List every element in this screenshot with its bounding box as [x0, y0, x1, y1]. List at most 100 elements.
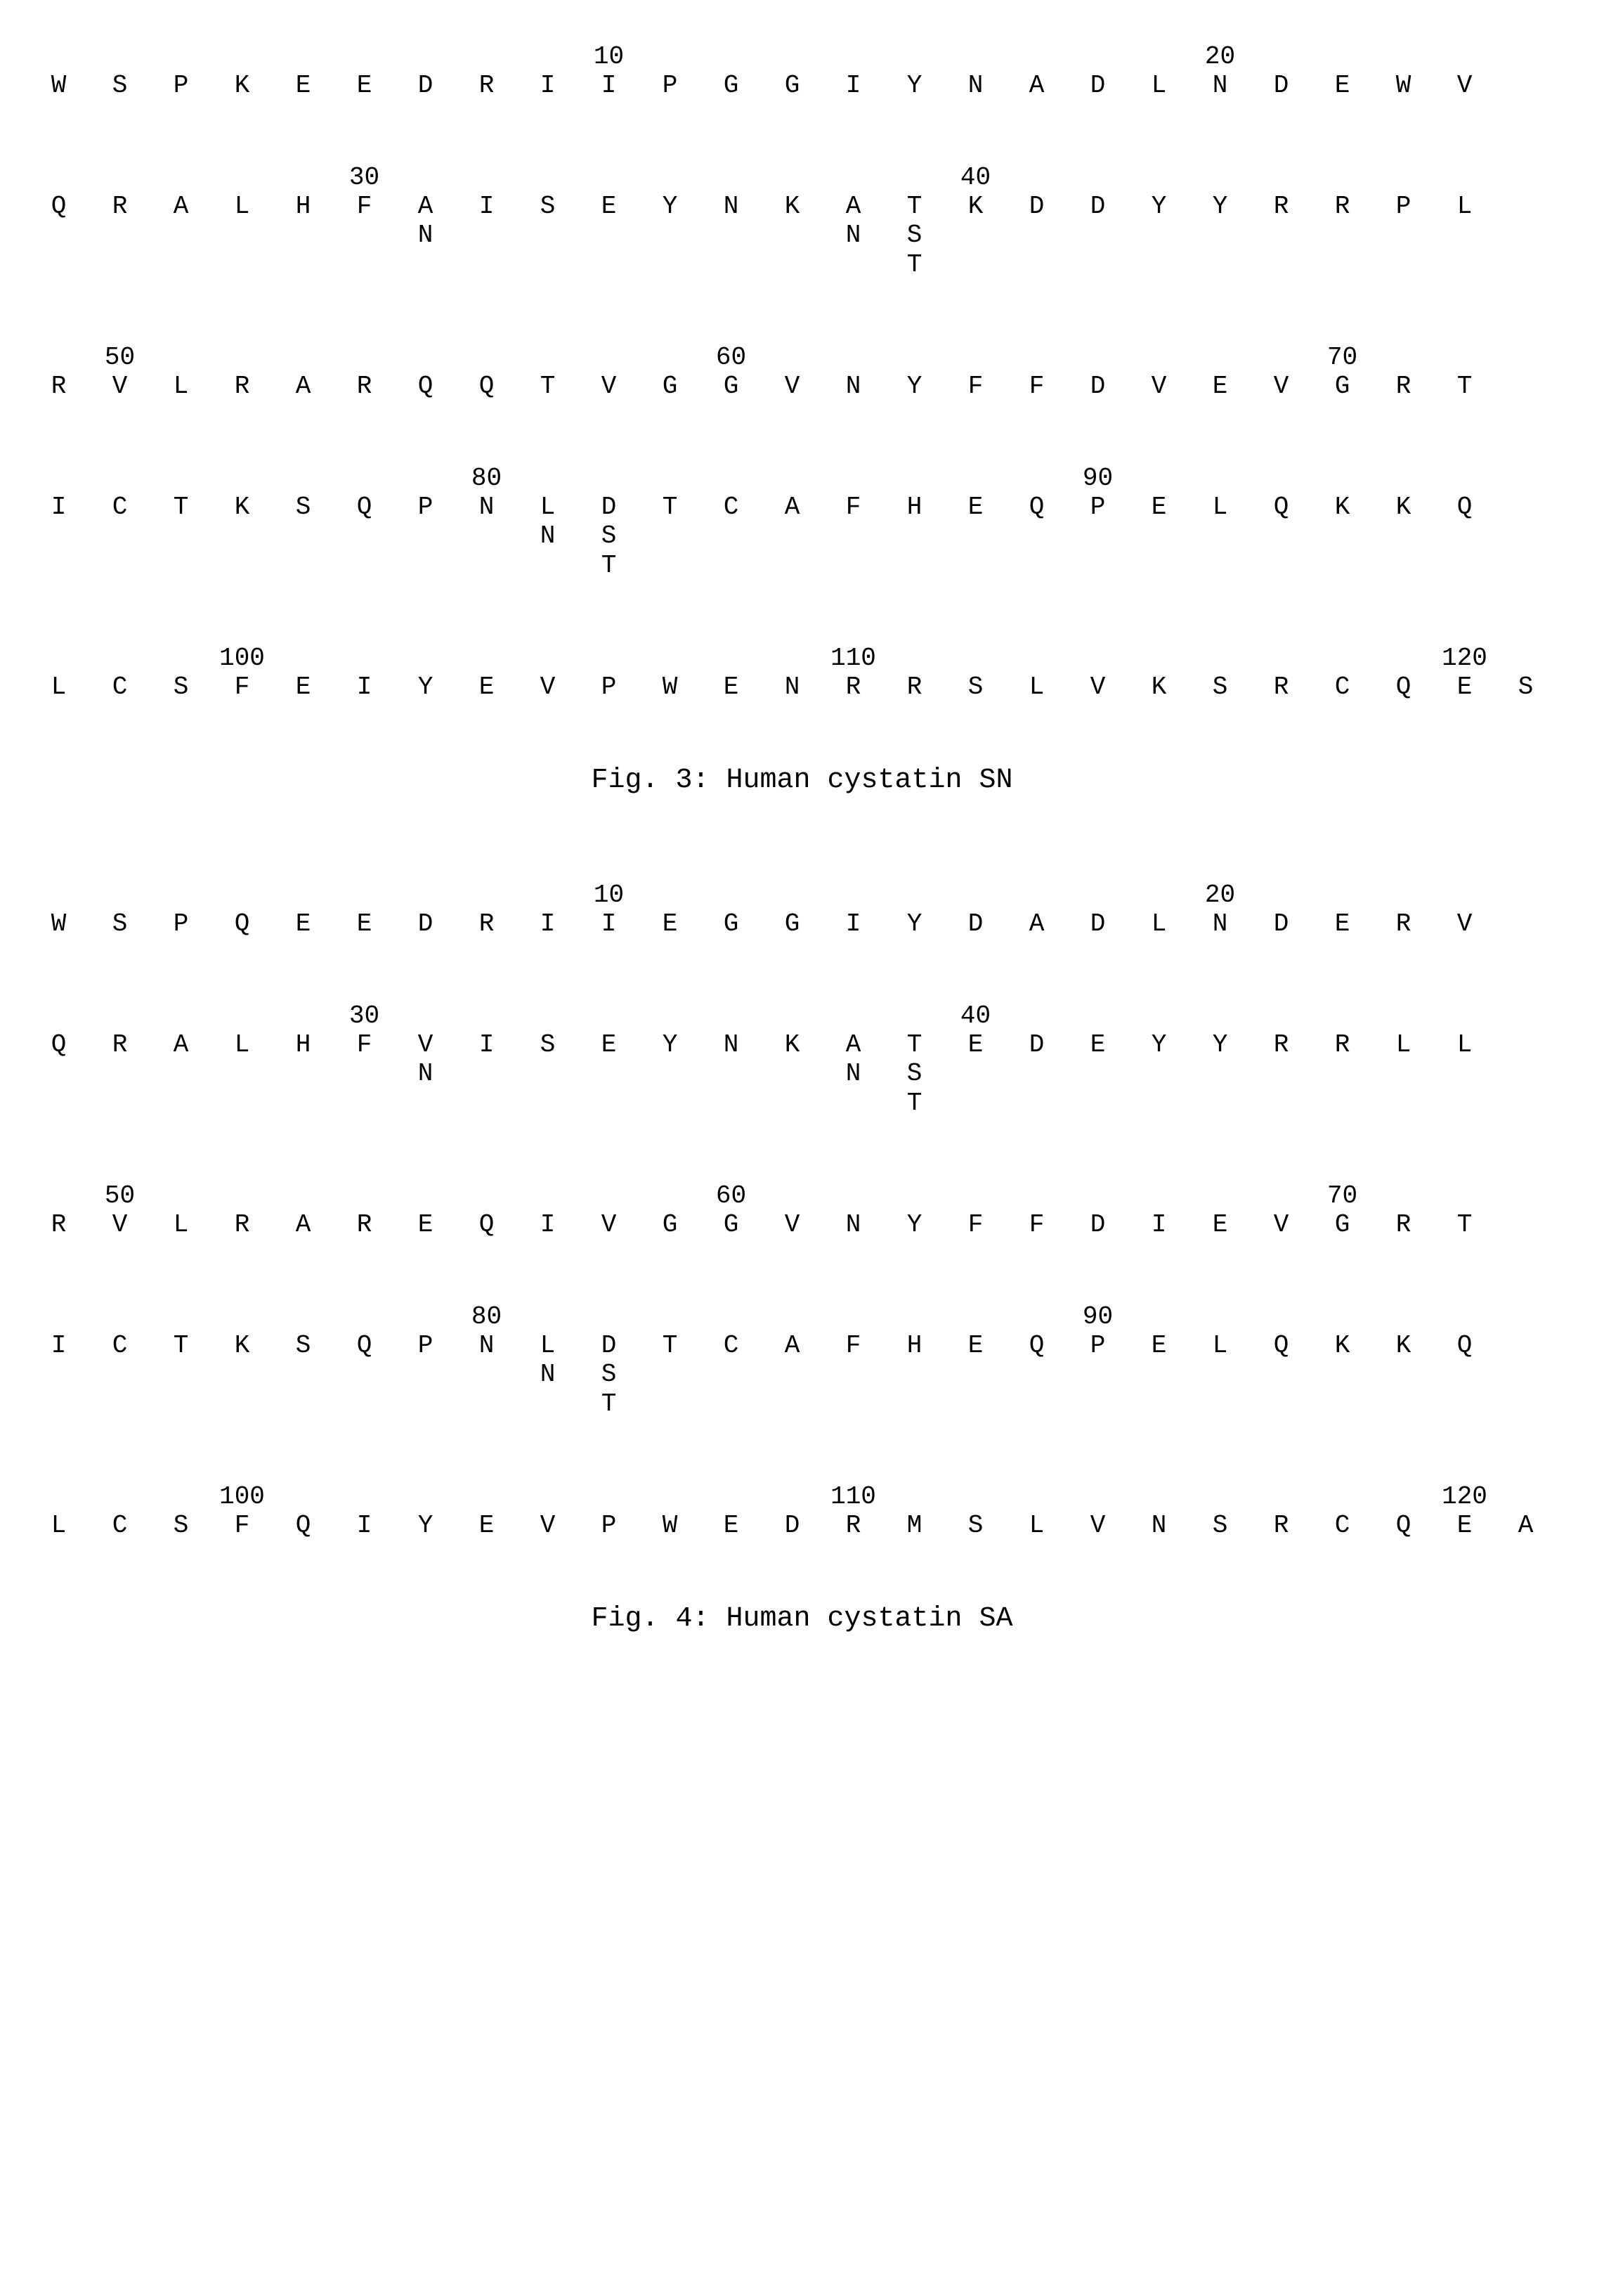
amino-acid: A [273, 372, 334, 401]
position-number-empty [578, 343, 639, 372]
position-number-empty [1312, 1302, 1373, 1331]
amino-acid: I [456, 1030, 517, 1059]
position-number-empty [823, 343, 884, 372]
variant-empty [1495, 521, 1556, 551]
variant-empty [1495, 551, 1556, 581]
position-number-empty [1373, 163, 1434, 192]
variant-empty [639, 1089, 700, 1118]
sequence-row-group: 3040QRALHFAISEYNKATKDDYYRRPLNNST [28, 163, 1576, 280]
amino-acid: Q [1006, 493, 1067, 521]
amino-acid: Q [334, 493, 395, 521]
position-number-empty [1495, 644, 1556, 673]
amino-acid: E [700, 1511, 762, 1540]
variant-empty [456, 1360, 517, 1389]
position-number-empty [1067, 163, 1128, 192]
variant-empty [456, 221, 517, 250]
amino-acid: S [1189, 1511, 1251, 1540]
position-number-empty [1312, 881, 1373, 909]
amino-acid: W [639, 1511, 700, 1540]
amino-acid: L [517, 1331, 578, 1360]
position-number-empty [517, 42, 578, 71]
amino-acid: D [1067, 71, 1128, 100]
sequence-row: LCSFQIYEVPWEDRMSLVNSRCQEA [28, 1511, 1576, 1540]
amino-acid: Q [1251, 1331, 1312, 1360]
amino-acid: C [1312, 673, 1373, 701]
variant-empty [89, 221, 150, 250]
amino-acid: I [28, 1331, 89, 1360]
amino-acid: C [89, 673, 150, 701]
amino-acid: V [89, 1210, 150, 1239]
variant-empty [1128, 221, 1189, 250]
variant-empty [1251, 1089, 1312, 1118]
amino-acid: A [1495, 1511, 1556, 1540]
position-number-empty [334, 1482, 395, 1511]
position-number-empty [1128, 1181, 1189, 1210]
variant-empty [273, 1360, 334, 1389]
variant-empty [639, 1389, 700, 1419]
position-number-empty [150, 163, 211, 192]
amino-acid-empty [1495, 192, 1556, 221]
position-number-empty [1128, 1001, 1189, 1030]
position-number-empty [1128, 881, 1189, 909]
position-number-empty [273, 1302, 334, 1331]
position-number-empty [395, 1181, 456, 1210]
variant-residue: N [517, 1360, 578, 1389]
position-number-empty [395, 1001, 456, 1030]
variant-empty [1128, 521, 1189, 551]
position-number-empty [28, 464, 89, 493]
variant-empty [211, 1059, 273, 1089]
variant-empty [1067, 250, 1128, 280]
amino-acid: Q [1434, 1331, 1495, 1360]
position-number-empty [517, 881, 578, 909]
position-number-empty [211, 1181, 273, 1210]
variant-empty [273, 521, 334, 551]
variant-empty [700, 1059, 762, 1089]
variant-empty [1373, 521, 1434, 551]
position-number-empty [1373, 1001, 1434, 1030]
position-number: 50 [89, 343, 150, 372]
variant-row: NS [28, 521, 1576, 551]
amino-acid: Y [395, 1511, 456, 1540]
position-number-empty [273, 1001, 334, 1030]
position-number-empty [1312, 42, 1373, 71]
amino-acid-empty [1495, 71, 1556, 100]
variant-empty [1067, 221, 1128, 250]
amino-acid: K [762, 1030, 823, 1059]
position-number-empty [28, 644, 89, 673]
variant-empty [1495, 1059, 1556, 1089]
variant-empty [1128, 1089, 1189, 1118]
variant-empty [945, 1059, 1006, 1089]
amino-acid: R [211, 1210, 273, 1239]
amino-acid: V [578, 372, 639, 401]
amino-acid: R [1251, 1030, 1312, 1059]
variant-empty [1373, 221, 1434, 250]
amino-acid: F [945, 372, 1006, 401]
amino-acid: N [456, 1331, 517, 1360]
figure-block: 1020WSPQEEDRIIEGGIYDADLNDERV3040QRALHFVI… [28, 881, 1576, 1635]
amino-acid: K [762, 192, 823, 221]
position-number-empty [823, 1001, 884, 1030]
position-number: 10 [578, 881, 639, 909]
amino-acid: F [945, 1210, 1006, 1239]
variant-empty [945, 1360, 1006, 1389]
variant-empty [1373, 1360, 1434, 1389]
amino-acid: I [517, 71, 578, 100]
variant-row: T [28, 1089, 1576, 1118]
variant-empty [211, 221, 273, 250]
amino-acid: D [762, 1511, 823, 1540]
position-number-empty [1495, 464, 1556, 493]
sequence-row-group: 3040QRALHFVISEYNKATEDEYYRRLLNNST [28, 1001, 1576, 1118]
position-number-empty [334, 1181, 395, 1210]
variant-empty [639, 1360, 700, 1389]
amino-acid: E [1067, 1030, 1128, 1059]
amino-acid: Q [273, 1511, 334, 1540]
position-number-empty [1312, 1001, 1373, 1030]
position-number-empty [456, 1001, 517, 1030]
position-number-empty [1251, 42, 1312, 71]
amino-acid: E [456, 673, 517, 701]
position-number-empty [334, 644, 395, 673]
amino-acid: P [1067, 493, 1128, 521]
position-number-empty [1434, 163, 1495, 192]
position-number-empty [1128, 644, 1189, 673]
amino-acid: V [1434, 909, 1495, 938]
